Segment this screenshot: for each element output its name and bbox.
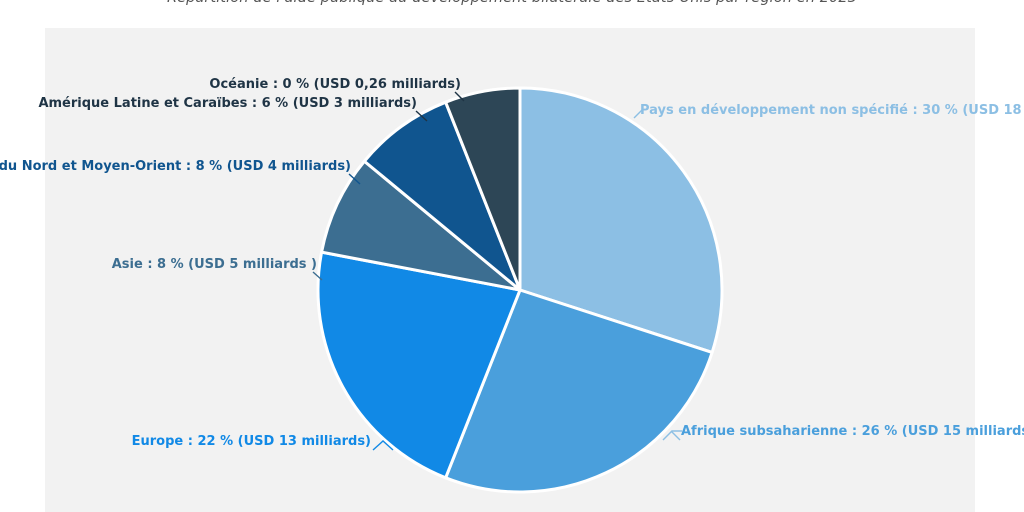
pie-slice <box>316 250 522 480</box>
pie-slice <box>320 159 522 292</box>
chart-title: Répartition de l'aide publique au dévelo… <box>0 0 1024 6</box>
leader-line <box>454 91 465 102</box>
leader-line <box>312 271 323 281</box>
leader-line <box>633 109 643 119</box>
leader-lines <box>312 91 682 451</box>
slice-label-europe: Europe : 22 % (USD 13 milliards) <box>131 434 371 449</box>
slice-label-amerique-latine-et-caraibes: Amérique Latine et Caraïbes : 6 % (USD 3… <box>38 96 417 111</box>
leader-line <box>662 430 682 441</box>
slice-label-oceanie: Océanie : 0 % (USD 0,26 milliards) <box>209 77 461 92</box>
pie-slice <box>518 86 724 354</box>
slice-label-afrique-du-nord-et-moyen-orient: Afrique du Nord et Moyen-Orient : 8 % (U… <box>0 159 351 174</box>
leader-line <box>670 430 681 441</box>
leader-line <box>348 173 361 185</box>
pie-slice <box>362 100 522 292</box>
pie-slice <box>444 86 522 292</box>
pie-slices <box>316 86 724 494</box>
slice-label-asie: Asie : 8 % (USD 5 milliards ) <box>111 257 317 272</box>
slice-label-pays-en-developpement-non-specifie: Pays en développement non spécifié : 30 … <box>640 103 1024 118</box>
slice-label-afrique-subsaharienne: Afrique subsaharienne : 26 % (USD 15 mil… <box>681 424 1024 439</box>
leader-line <box>415 110 428 122</box>
pie-slice <box>444 288 714 494</box>
leader-line <box>372 440 394 451</box>
